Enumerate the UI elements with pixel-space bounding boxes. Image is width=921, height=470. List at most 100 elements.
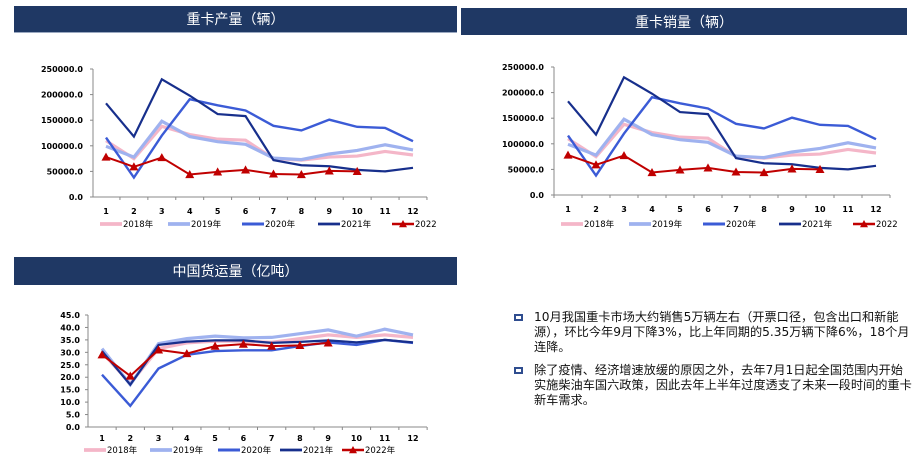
chart-title-production: 重卡产量（辆） bbox=[186, 12, 285, 28]
chart-header-freight: 中国货运量（亿吨） bbox=[14, 257, 457, 285]
data-point-marker bbox=[296, 169, 306, 179]
x-tick-label: 11 bbox=[380, 207, 392, 216]
legend-label: 2018年 bbox=[584, 219, 615, 230]
y-tick-label: 40.0 bbox=[60, 323, 80, 332]
legend-marker-icon bbox=[349, 446, 357, 454]
y-tick-label: 50000.0 bbox=[47, 167, 84, 176]
y-tick-label: 25.0 bbox=[60, 361, 80, 370]
y-tick-label: 15.0 bbox=[60, 386, 80, 395]
series-line-2022 bbox=[105, 156, 358, 176]
data-point-marker bbox=[619, 151, 629, 160]
y-tick-label: 100000.0 bbox=[502, 140, 544, 149]
x-tick-label: 1 bbox=[103, 207, 109, 216]
y-tick-label: 0.0 bbox=[66, 423, 81, 432]
notes-panel: 10月我国重卡市场大约销售5万辆左右（开票口径，包含出口和新能源），环比今年9月… bbox=[514, 310, 914, 416]
x-tick-label: 11 bbox=[842, 205, 854, 214]
note-text: 10月我国重卡市场大约销售5万辆左右（开票口径，包含出口和新能源），环比今年9月… bbox=[534, 310, 910, 354]
y-tick-label: 50000.0 bbox=[508, 165, 545, 174]
series-line-2021年 bbox=[105, 77, 414, 173]
data-point-marker bbox=[563, 150, 573, 159]
data-point-marker bbox=[731, 167, 741, 176]
x-tick-label: 7 bbox=[733, 205, 739, 214]
y-tick-label: 10.0 bbox=[60, 398, 80, 407]
x-tick-label: 5 bbox=[677, 205, 683, 214]
data-point-marker bbox=[267, 341, 277, 350]
y-tick-label: 150000.0 bbox=[502, 114, 544, 123]
square-bullet-icon bbox=[514, 314, 523, 321]
legend-label: 2019年 bbox=[652, 219, 683, 230]
data-point-marker bbox=[182, 349, 192, 358]
y-tick-label: 35.0 bbox=[60, 336, 80, 345]
chart-title-sales: 重卡销量（辆） bbox=[635, 14, 733, 31]
legend-label: 2018年 bbox=[107, 445, 138, 456]
x-tick-label: 9 bbox=[326, 207, 332, 216]
chart-header-production: 重卡产量（辆） bbox=[14, 6, 457, 33]
series-line-2022 bbox=[567, 154, 821, 174]
legend-label: 2022 bbox=[876, 220, 898, 230]
x-tick-label: 9 bbox=[325, 434, 331, 443]
series-line-2021年 bbox=[567, 75, 877, 171]
series-line-2018年 bbox=[105, 124, 414, 162]
x-tick-label: 12 bbox=[407, 207, 418, 216]
note-text: 除了疫情、经济增速放缓的原因之外，去年7月1日起全国范围内开始实施柴油车国六政策… bbox=[534, 363, 912, 407]
legend-label: 2020年 bbox=[265, 219, 296, 230]
data-point-marker bbox=[703, 163, 713, 172]
legend-label: 2020年 bbox=[241, 445, 272, 456]
x-tick-label: 11 bbox=[379, 434, 391, 443]
x-tick-label: 3 bbox=[621, 205, 627, 214]
data-point-marker bbox=[154, 345, 164, 354]
x-tick-label: 2 bbox=[131, 207, 137, 216]
series-line-2020年 bbox=[567, 95, 877, 178]
x-tick-label: 7 bbox=[269, 434, 275, 443]
series-line-2021年 bbox=[101, 338, 414, 387]
data-point-marker bbox=[125, 371, 135, 380]
y-tick-label: 20.0 bbox=[60, 373, 80, 382]
legend-label: 2018年 bbox=[123, 219, 154, 230]
x-tick-label: 4 bbox=[187, 207, 193, 216]
chart-header-sales: 重卡销量（辆） bbox=[461, 8, 907, 35]
y-tick-label: 150000.0 bbox=[41, 116, 83, 125]
data-point-marker bbox=[324, 166, 334, 175]
data-point-marker bbox=[815, 164, 825, 173]
x-tick-label: 2 bbox=[593, 205, 599, 214]
legend-marker-icon bbox=[399, 220, 407, 228]
legend-label: 2022 bbox=[415, 220, 437, 230]
x-tick-label: 12 bbox=[407, 434, 418, 443]
x-tick-label: 1 bbox=[565, 205, 571, 214]
chart-title-freight: 中国货运量（亿吨） bbox=[172, 264, 299, 280]
y-tick-label: 100000.0 bbox=[41, 142, 83, 151]
y-tick-label: 0.0 bbox=[69, 193, 84, 202]
x-tick-label: 8 bbox=[761, 205, 767, 214]
x-tick-label: 3 bbox=[159, 207, 165, 216]
x-tick-label: 5 bbox=[215, 207, 221, 216]
data-point-marker bbox=[213, 167, 223, 176]
legend-label: 2020年 bbox=[726, 219, 757, 230]
data-point-marker bbox=[352, 166, 362, 175]
y-tick-label: 250000.0 bbox=[41, 65, 83, 74]
data-point-marker bbox=[295, 340, 305, 349]
data-point-marker bbox=[787, 164, 797, 173]
y-tick-label: 5.0 bbox=[66, 411, 81, 420]
y-tick-label: 200000.0 bbox=[502, 89, 544, 98]
y-tick-label: 250000.0 bbox=[502, 63, 544, 72]
legend-label: 2022年 bbox=[365, 445, 396, 456]
x-tick-label: 6 bbox=[243, 207, 249, 216]
data-point-marker bbox=[97, 350, 107, 359]
legend-label: 2021年 bbox=[341, 219, 372, 230]
series-line-2019年 bbox=[567, 117, 877, 160]
x-tick-label: 2 bbox=[127, 434, 133, 443]
series-line-2018年 bbox=[567, 122, 877, 160]
legend-label: 2021年 bbox=[802, 219, 833, 230]
x-tick-label: 12 bbox=[870, 205, 881, 214]
legend-label: 2021年 bbox=[303, 445, 334, 456]
data-point-marker bbox=[238, 339, 248, 348]
x-tick-label: 3 bbox=[156, 434, 162, 443]
x-tick-label: 5 bbox=[212, 434, 218, 443]
x-tick-label: 10 bbox=[351, 434, 363, 443]
x-tick-label: 4 bbox=[184, 434, 190, 443]
x-tick-label: 8 bbox=[299, 207, 305, 216]
x-tick-label: 6 bbox=[705, 205, 711, 214]
x-tick-label: 8 bbox=[297, 434, 303, 443]
